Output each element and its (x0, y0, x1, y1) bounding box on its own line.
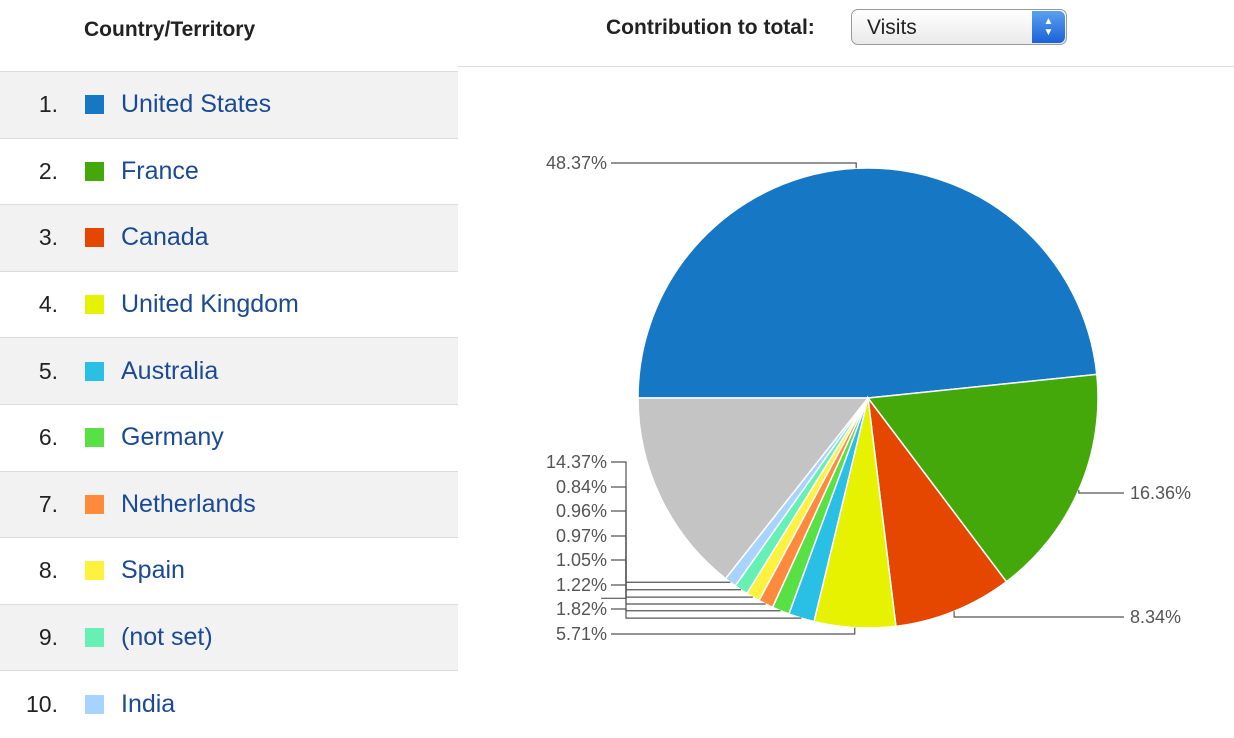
legend-swatch (85, 561, 104, 581)
row-rank: 8. (38, 557, 58, 584)
country-link[interactable]: United Kingdom (121, 290, 299, 319)
row-rank: 5. (38, 357, 58, 384)
row-rank: 10. (26, 690, 58, 717)
slice-label: 8.34% (1130, 607, 1181, 627)
country-link[interactable]: Spain (121, 556, 185, 585)
slice-label: 48.37% (546, 153, 607, 173)
row-rank: 7. (38, 490, 58, 517)
country-link[interactable]: (not set) (121, 623, 213, 652)
slice-label: 1.05% (556, 550, 607, 570)
slice-label: 0.96% (556, 501, 607, 521)
leader-line (611, 627, 856, 635)
slice-label: 1.22% (556, 575, 607, 595)
pie-slice-canada[interactable] (866, 395, 1008, 628)
row-rank: 1. (38, 91, 58, 118)
legend-swatch (85, 95, 104, 115)
table-row: 1. United States (0, 71, 458, 138)
slice-label: 1.82% (556, 599, 607, 619)
metric-select[interactable]: Visits ▲ ▼ (851, 9, 1067, 45)
leader-line (611, 608, 802, 619)
country-link[interactable]: France (121, 156, 199, 185)
country-link[interactable]: India (121, 689, 176, 718)
leader-line (611, 162, 857, 169)
legend-swatch (85, 295, 104, 315)
row-rank: 4. (38, 291, 58, 318)
up-down-arrows-icon: ▲ ▼ (1032, 11, 1065, 43)
leader-line (601, 461, 627, 599)
row-rank: 6. (38, 424, 58, 451)
country-link[interactable]: United States (121, 90, 272, 119)
table-row: 5. Australia (0, 337, 458, 404)
legend-swatch (85, 494, 104, 514)
slice-label: 14.37% (546, 452, 607, 472)
pie-slice-france[interactable] (866, 373, 1099, 583)
contribution-label: Contribution to total: (606, 16, 815, 39)
country-link[interactable]: Germany (121, 423, 224, 452)
row-rank: 2. (38, 157, 58, 184)
row-rank: 3. (38, 224, 58, 251)
country-link[interactable]: Canada (121, 223, 209, 252)
legend-swatch (85, 628, 104, 648)
legend-swatch (85, 428, 104, 448)
leader-line (1078, 489, 1124, 494)
table-row: 6. Germany (0, 403, 458, 471)
pie-slice-other[interactable] (637, 397, 870, 580)
row-rank: 9. (38, 624, 58, 651)
legend-swatch (85, 361, 104, 381)
leader-line (953, 611, 1124, 618)
table-row: 4. United Kingdom (0, 270, 458, 338)
table-row: 9. (not set) (0, 603, 458, 671)
slice-label: 0.84% (556, 477, 607, 497)
table-row: 3. Canada (0, 204, 458, 271)
header-divider (458, 66, 1234, 67)
legend-swatch (85, 161, 104, 181)
table-row: 10. India (0, 670, 458, 737)
legend-swatch (85, 694, 104, 714)
legend-swatch (85, 228, 104, 248)
pie-slice-united-states[interactable] (637, 167, 1098, 399)
column-header-country: Country/Territory (84, 18, 256, 41)
table-row: 8. Spain (0, 537, 458, 604)
country-link[interactable]: Netherlands (121, 489, 256, 518)
table-row: 7. Netherlands (0, 470, 458, 538)
table-row: 2. France (0, 137, 458, 205)
country-link[interactable]: Australia (121, 356, 219, 385)
country-rows: 1. United States 2. France 3. Canada 4. United … (0, 71, 458, 737)
slice-label: 5.71% (556, 624, 607, 644)
metric-select-value: Visits (867, 16, 917, 39)
slice-label: 16.36% (1130, 483, 1191, 503)
slice-label: 0.97% (556, 526, 607, 546)
